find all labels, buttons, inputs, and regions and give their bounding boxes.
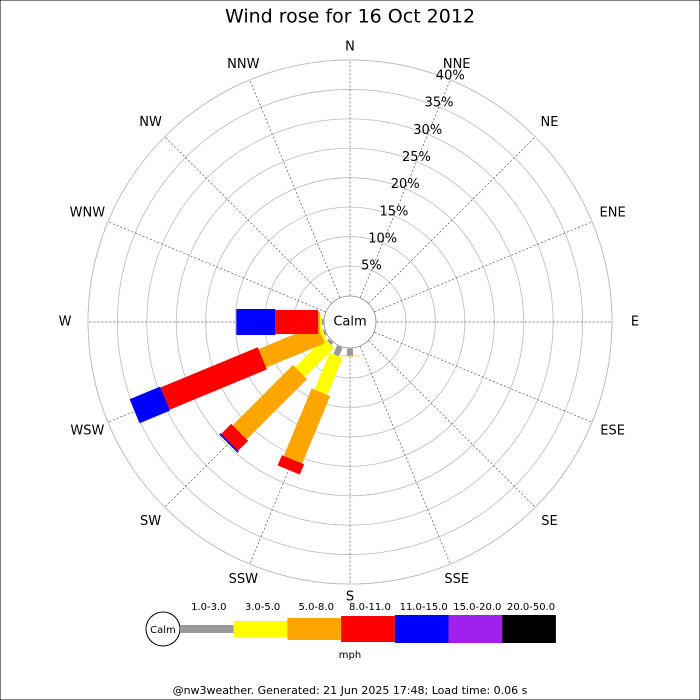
direction-label: SSW	[229, 572, 259, 587]
rose-segment	[160, 347, 267, 410]
rose-segment	[236, 309, 276, 335]
legend-swatch	[394, 615, 449, 643]
rose-segment	[258, 324, 325, 368]
rose-segment	[232, 364, 308, 440]
legend-label: 5.0-8.0	[299, 602, 334, 613]
legend-label: 8.0-11.0	[349, 602, 391, 613]
r-tick-label: 10%	[368, 232, 397, 247]
rose-segment	[275, 310, 319, 334]
rose-segment	[340, 355, 360, 357]
rose-segment	[318, 326, 327, 341]
r-tick-label: 40%	[436, 68, 465, 83]
rose-segment	[333, 345, 343, 357]
rose-segment	[322, 329, 327, 336]
direction-label: E	[631, 315, 639, 330]
direction-label: NE	[540, 115, 558, 130]
rose-segment	[314, 352, 343, 395]
rose-segment	[326, 338, 334, 346]
legend-calm-label: Calm	[150, 625, 176, 636]
r-tick-label: 25%	[402, 150, 431, 165]
r-tick-label: 35%	[425, 96, 454, 111]
legend-swatch	[180, 625, 234, 633]
legend-swatch	[287, 618, 342, 640]
rose-segment	[219, 433, 239, 453]
legend-swatch	[233, 621, 288, 637]
rose-segment	[321, 319, 324, 325]
direction-label: ENE	[600, 206, 626, 221]
direction-label: SE	[541, 514, 557, 529]
direction-label: WSW	[70, 423, 104, 438]
spoke	[368, 340, 536, 508]
rose-segment	[295, 337, 335, 377]
rose-segment	[347, 348, 353, 356]
spoke	[374, 221, 593, 313]
direction-label: W	[59, 315, 72, 330]
spoke	[359, 79, 451, 298]
grid-ring	[175, 147, 525, 497]
rose-segment	[221, 423, 249, 451]
legend-label: 20.0-50.0	[507, 602, 555, 613]
spoke	[359, 346, 451, 565]
direction-label: NNE	[443, 57, 471, 72]
legend-unit: mph	[339, 650, 361, 661]
direction-label: S	[346, 590, 354, 605]
legend-swatch	[448, 615, 503, 643]
spoke	[164, 136, 332, 304]
spoke	[368, 136, 536, 304]
legend-swatch	[341, 616, 395, 642]
calm-label: Calm	[333, 315, 366, 330]
rose-segment	[283, 388, 331, 464]
direction-label: SW	[140, 514, 161, 529]
spoke	[107, 221, 326, 313]
direction-label: ESE	[600, 423, 625, 438]
rose-segment	[277, 455, 305, 475]
legend-label: 11.0-15.0	[400, 602, 448, 613]
spoke	[374, 331, 593, 423]
chart-title: Wind rose for 16 Oct 2012	[225, 6, 475, 28]
rose-segment	[319, 315, 322, 329]
direction-label: NW	[139, 115, 162, 130]
r-tick-label: 5%	[361, 259, 382, 274]
direction-label: SSE	[444, 572, 469, 587]
legend-label: 15.0-20.0	[453, 602, 501, 613]
r-tick-label: 30%	[413, 123, 442, 138]
r-tick-label: 15%	[380, 204, 409, 219]
rose-segment	[318, 312, 320, 332]
calm-circle	[323, 295, 377, 349]
footer: @nw3weather. Generated: 21 Jun 2025 17:4…	[173, 684, 528, 697]
spoke	[249, 79, 341, 298]
direction-label: WNW	[70, 206, 106, 221]
legend-label: 3.0-5.0	[245, 602, 280, 613]
direction-label: N	[345, 40, 355, 55]
rose-segment	[129, 386, 171, 424]
outer-ring	[87, 59, 613, 585]
legend-label: 1.0-3.0	[191, 602, 226, 613]
legend-swatch	[502, 615, 556, 643]
direction-label: NNW	[227, 57, 259, 72]
r-tick-label: 20%	[391, 177, 420, 192]
